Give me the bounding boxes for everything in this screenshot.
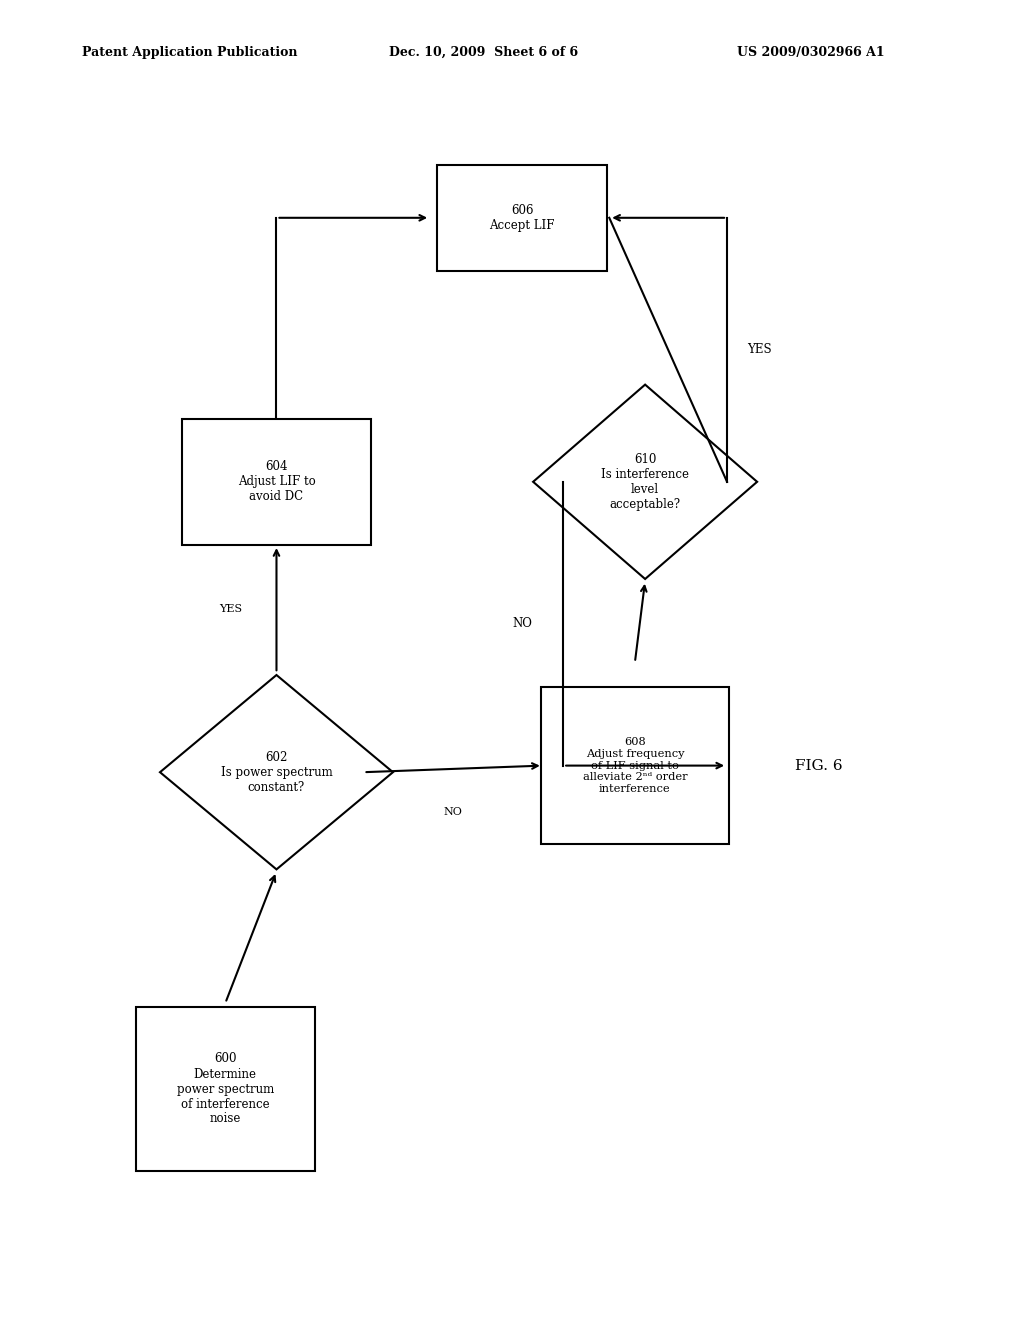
FancyBboxPatch shape — [541, 688, 729, 843]
Text: Dec. 10, 2009  Sheet 6 of 6: Dec. 10, 2009 Sheet 6 of 6 — [389, 46, 579, 59]
Polygon shape — [160, 675, 393, 870]
Text: NO: NO — [513, 618, 532, 630]
Text: FIG. 6: FIG. 6 — [796, 759, 843, 772]
Text: YES: YES — [748, 343, 772, 356]
Text: Patent Application Publication: Patent Application Publication — [82, 46, 297, 59]
Text: 600
Determine
power spectrum
of interference
noise: 600 Determine power spectrum of interfer… — [177, 1052, 273, 1126]
FancyBboxPatch shape — [135, 1007, 315, 1171]
Text: US 2009/0302966 A1: US 2009/0302966 A1 — [737, 46, 885, 59]
Text: 602
Is power spectrum
constant?: 602 Is power spectrum constant? — [220, 751, 333, 793]
Text: YES: YES — [219, 605, 242, 614]
Text: 606
Accept LIF: 606 Accept LIF — [489, 203, 555, 232]
Text: 604
Adjust LIF to
avoid DC: 604 Adjust LIF to avoid DC — [238, 461, 315, 503]
Text: 608
Adjust frequency
of LIF signal to
alleviate 2ⁿᵈ order
interference: 608 Adjust frequency of LIF signal to al… — [583, 738, 687, 793]
Text: 610
Is interference
level
acceptable?: 610 Is interference level acceptable? — [601, 453, 689, 511]
Polygon shape — [534, 384, 757, 579]
Text: NO: NO — [443, 807, 463, 817]
FancyBboxPatch shape — [437, 165, 607, 271]
FancyBboxPatch shape — [182, 420, 371, 544]
